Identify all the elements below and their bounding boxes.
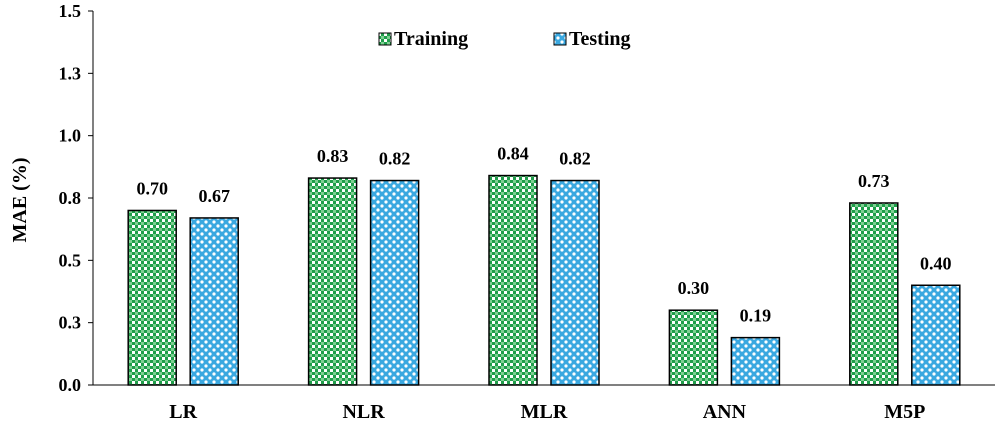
data-label-testing-ann: 0.19 — [740, 306, 772, 326]
x-tick-label-mlr: MLR — [521, 401, 568, 423]
data-label-training-m5p: 0.73 — [858, 171, 890, 191]
bar-testing-mlr — [550, 179, 600, 386]
y-axis-title: MAE (%) — [9, 158, 31, 243]
data-label-training-mlr: 0.84 — [497, 144, 529, 164]
bar-testing-lr — [189, 217, 239, 386]
bar-training-ann — [668, 309, 719, 386]
bar-testing-ann — [730, 336, 781, 386]
legend-swatch-training — [378, 32, 392, 46]
y-tick-label: 1.3 — [59, 63, 82, 83]
data-label-testing-m5p: 0.40 — [920, 253, 952, 273]
data-label-training-lr: 0.70 — [136, 178, 168, 198]
data-label-testing-mlr: 0.82 — [559, 149, 591, 169]
y-tick-label: 1.5 — [59, 1, 82, 21]
y-axis: 0.0 0.3 0.5 0.8 1.0 1.3 1.5 — [59, 1, 94, 395]
x-tick-label-m5p: M5P — [884, 401, 925, 423]
data-label-testing-lr: 0.67 — [198, 186, 230, 206]
legend-label-training: Training — [394, 28, 468, 50]
data-label-training-ann: 0.30 — [678, 278, 710, 298]
bar-testing-m5p — [911, 284, 961, 386]
y-tick-label: 0.8 — [59, 188, 82, 208]
bar-training-mlr — [488, 174, 538, 386]
bar-training-lr — [127, 209, 177, 386]
x-tick-label-lr: LR — [169, 401, 197, 423]
data-label-training-nlr: 0.83 — [317, 146, 349, 166]
y-tick-label: 0.5 — [59, 250, 82, 270]
bar-testing-nlr — [369, 179, 420, 386]
data-labels: 0.70 0.67 0.83 0.82 0.84 0.82 0.30 0.19 0.73 0.40 — [136, 144, 951, 326]
legend: Training Testing — [378, 28, 631, 50]
bars — [127, 174, 961, 386]
x-tick-label-nlr: NLR — [342, 401, 385, 423]
x-tick-labels: LR NLR MLR ANN M5P — [169, 401, 925, 423]
legend-label-testing: Testing — [569, 28, 631, 50]
y-tick-label: 0.3 — [59, 313, 82, 333]
data-label-testing-nlr: 0.82 — [379, 149, 411, 169]
legend-swatch-testing — [553, 32, 567, 46]
y-tick-label: 1.0 — [59, 126, 82, 146]
bar-training-nlr — [307, 177, 358, 386]
x-tick-label-ann: ANN — [703, 401, 747, 423]
bar-training-m5p — [849, 202, 899, 386]
y-tick-label: 0.0 — [59, 375, 82, 395]
